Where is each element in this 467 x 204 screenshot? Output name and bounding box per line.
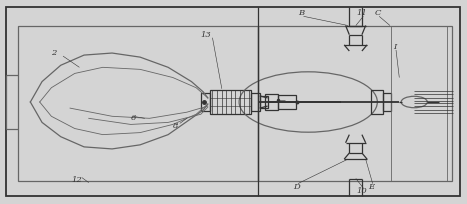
Bar — [265, 94, 278, 110]
Text: C: C — [375, 9, 382, 17]
Bar — [278, 95, 296, 109]
Bar — [371, 90, 383, 114]
Text: D: D — [293, 183, 300, 191]
Bar — [251, 93, 260, 111]
Text: E: E — [368, 183, 375, 191]
Text: 11: 11 — [356, 9, 368, 17]
Text: 12: 12 — [71, 175, 83, 184]
Text: I: I — [393, 43, 396, 51]
Bar — [18, 26, 258, 181]
Bar — [383, 93, 391, 111]
Bar — [391, 26, 447, 181]
Text: 10: 10 — [356, 187, 368, 195]
Bar — [201, 93, 210, 111]
Text: 8: 8 — [172, 122, 178, 131]
Text: 2: 2 — [51, 49, 57, 57]
Text: B: B — [298, 9, 304, 17]
Bar — [258, 26, 452, 181]
Bar — [260, 96, 268, 108]
Text: 6: 6 — [130, 114, 136, 122]
Bar — [210, 90, 251, 114]
Text: 13: 13 — [200, 31, 211, 39]
